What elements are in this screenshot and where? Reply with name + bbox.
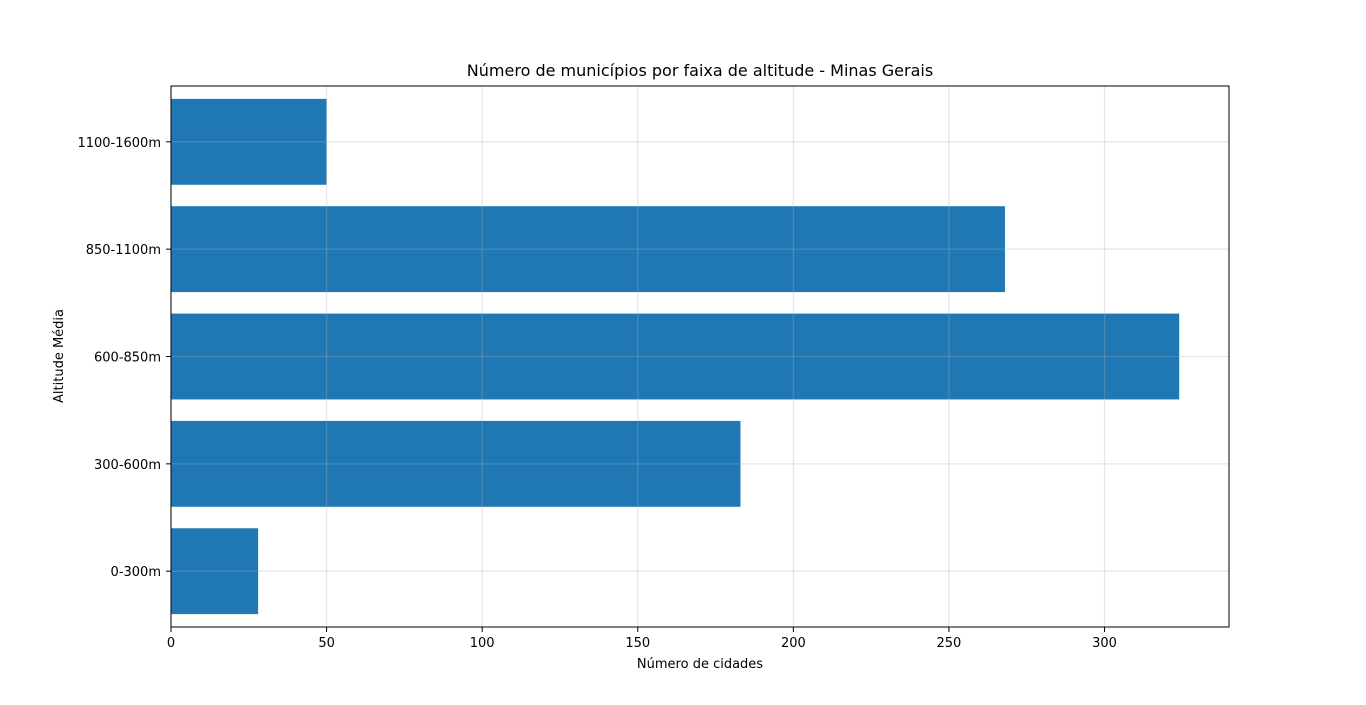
x-tick-label: 0 [167, 636, 175, 651]
chart-title: Número de municípios por faixa de altitu… [467, 61, 933, 80]
bars [171, 98, 1180, 615]
x-tick-label: 150 [625, 636, 650, 651]
x-tick-label: 200 [781, 636, 806, 651]
x-axis-label: Número de cidades [637, 657, 763, 672]
y-tick-label: 850-1100m [86, 243, 161, 258]
grid [170, 86, 1229, 627]
x-tick-label: 100 [470, 636, 495, 651]
x-tick-label: 300 [1092, 636, 1117, 651]
y-tick-label: 1100-1600m [77, 136, 161, 151]
y-tick-label: 300-600m [94, 458, 161, 473]
bar-1100-1600m [171, 98, 327, 185]
bar-850-1100m [171, 206, 1005, 293]
bar-600-850m [171, 313, 1180, 400]
bar-0-300m [171, 528, 259, 615]
bar-300-600m [171, 420, 741, 507]
y-axis-label: Altitude Média [52, 309, 67, 403]
y-tick-label: 600-850m [94, 351, 161, 366]
x-axis: 0 50 100 150 200 250 300 [167, 627, 1117, 651]
x-tick-label: 50 [318, 636, 335, 651]
y-axis: 0-300m 300-600m 600-850m 850-1100m 1100-1600… [77, 136, 171, 580]
y-tick-label: 0-300m [111, 565, 161, 580]
x-tick-label: 250 [937, 636, 962, 651]
